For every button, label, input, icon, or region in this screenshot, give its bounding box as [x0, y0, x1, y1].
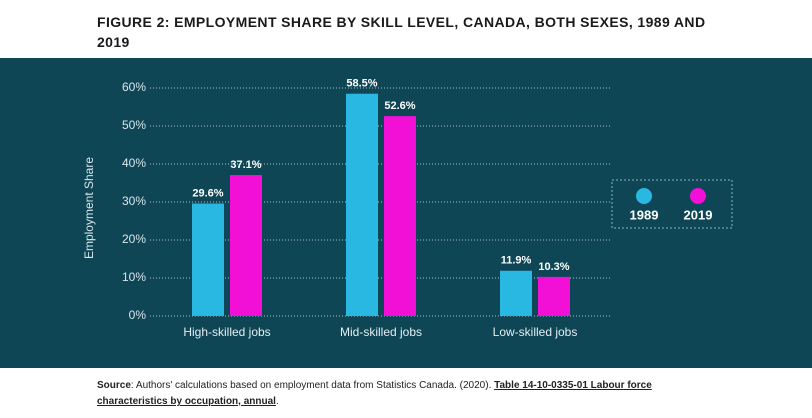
source-text: : Authors' calculations based on employm…	[130, 380, 495, 391]
y-tick-label: 60%	[122, 80, 146, 94]
bar	[192, 203, 224, 316]
source-link[interactable]: Table 14-10-0335-01 Labour force charact…	[97, 380, 652, 407]
x-tick-label: Mid-skilled jobs	[340, 325, 422, 339]
y-axis-label: Employment Share	[82, 157, 96, 259]
data-label: 37.1%	[230, 159, 261, 171]
x-tick-label: High-skilled jobs	[183, 325, 270, 339]
y-tick-label: 30%	[122, 194, 146, 208]
source-note: Source: Authors' calculations based on e…	[97, 378, 697, 410]
chart-title: FIGURE 2: EMPLOYMENT SHARE BY SKILL LEVE…	[97, 14, 706, 50]
source-label: Source	[97, 380, 131, 391]
legend-marker	[636, 188, 652, 204]
bar	[538, 276, 570, 316]
bar	[500, 270, 532, 316]
x-tick-label: Low-skilled jobs	[493, 325, 578, 339]
y-tick-label: 20%	[122, 232, 146, 246]
data-label: 11.9%	[501, 255, 532, 267]
y-tick-label: 50%	[122, 118, 146, 132]
legend-label: 1989	[630, 207, 659, 222]
legend-marker	[690, 188, 706, 204]
bar	[346, 93, 378, 316]
chart: Employment Share 0% 10% 20% 30% 40% 50% 60% Hig…	[0, 58, 812, 368]
y-tick-label: 40%	[122, 156, 146, 170]
bar	[230, 175, 262, 316]
legend-box	[611, 179, 733, 229]
data-label: 10.3%	[538, 261, 569, 273]
y-tick-label: 10%	[122, 270, 146, 284]
y-tick-label: 0%	[129, 308, 147, 322]
data-label: 52.6%	[384, 100, 415, 112]
data-label: 58.5%	[346, 78, 377, 90]
data-label: 29.6%	[192, 187, 223, 199]
bar	[384, 116, 416, 316]
legend-label: 2019	[684, 207, 713, 222]
source-end: .	[275, 396, 279, 407]
